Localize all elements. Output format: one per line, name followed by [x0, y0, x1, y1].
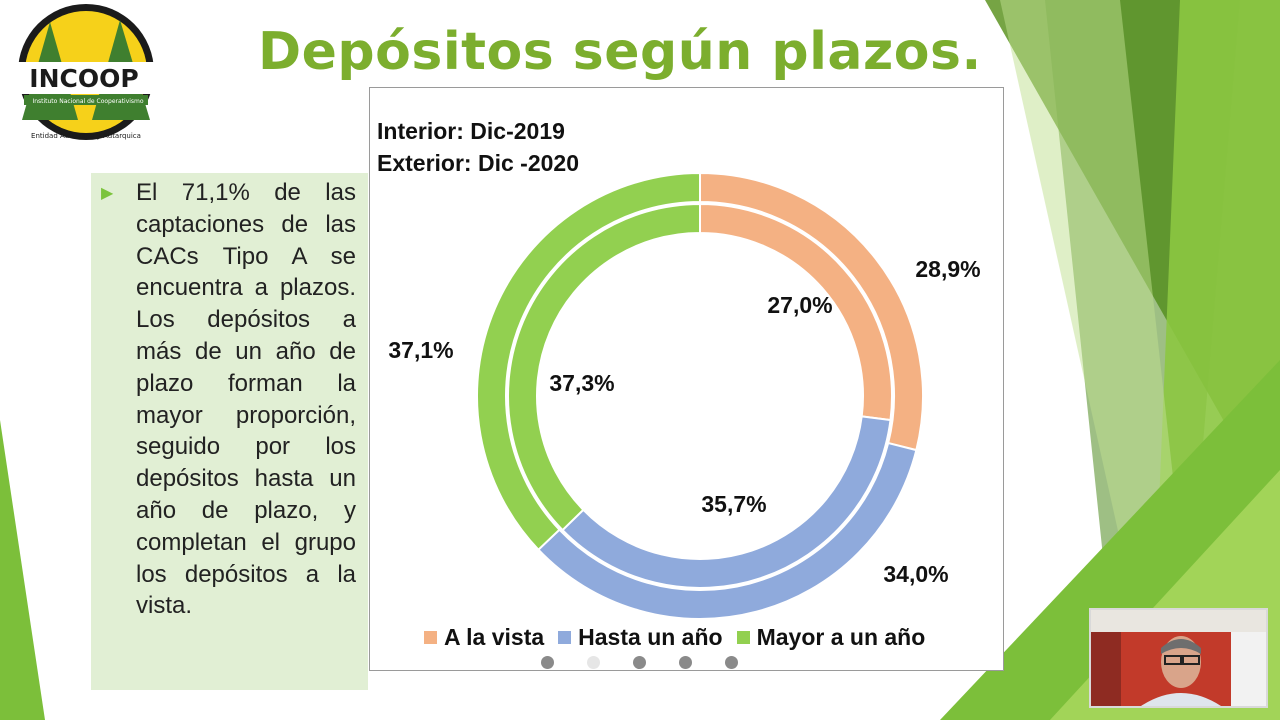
dot-icon[interactable]	[587, 656, 600, 669]
logo-subtitle: Instituto Nacional de Cooperativismo	[32, 98, 143, 105]
summary-text: El 71,1% de las captaciones de las CACs …	[136, 179, 356, 620]
legend-swatch	[424, 631, 437, 644]
data-label-outer-2: 37,1%	[388, 337, 453, 363]
legend-label: Hasta un año	[578, 624, 723, 650]
legend-label: A la vista	[444, 624, 545, 650]
legend-swatch	[736, 631, 750, 644]
chart-note-exterior: Exterior: Dic -2020	[377, 150, 579, 176]
right-triangle-icon: ▶	[101, 185, 114, 202]
presenter-video-icon	[1091, 610, 1266, 706]
logo-tagline: Entidad Autotoma y Autarquica	[31, 132, 141, 140]
data-label-inner-2: 37,3%	[549, 370, 614, 396]
dot-icon[interactable]	[633, 656, 646, 669]
donut-slice-inner-2	[507, 202, 701, 532]
bullet-item: ▶ El 71,1% de las captaciones de las CAC…	[101, 177, 356, 622]
data-label-inner-1: 35,7%	[701, 491, 766, 517]
data-label-inner-0: 27,0%	[767, 292, 832, 318]
legend-swatch	[558, 631, 572, 644]
chart-legend: A la vista Hasta un año Mayor a un año	[424, 624, 939, 651]
data-label-outer-1: 34,0%	[883, 561, 948, 587]
dot-icon[interactable]	[541, 656, 554, 669]
webcam-thumbnail[interactable]	[1089, 608, 1268, 708]
summary-text-box: ▶ El 71,1% de las captaciones de las CAC…	[91, 173, 368, 690]
slide-title: Depósitos según plazos.	[258, 22, 982, 82]
dot-icon[interactable]	[725, 656, 738, 669]
dot-icon[interactable]	[679, 656, 692, 669]
legend-item-a-la-vista: A la vista	[424, 624, 544, 651]
chart-note-interior: Interior: Dic-2019	[377, 118, 565, 144]
legend-item-mayor-a-un-ano: Mayor a un año	[736, 624, 926, 651]
legend-item-hasta-un-ano: Hasta un año	[558, 624, 723, 651]
logo-text: INCOOP	[29, 64, 138, 93]
incoop-logo: INCOOP Instituto Nacional de Cooperativi…	[10, 4, 158, 140]
slide-navigation[interactable]	[541, 656, 771, 669]
data-label-outer-0: 28,9%	[915, 256, 980, 282]
donut-slice-outer-2	[476, 171, 701, 552]
legend-label: Mayor a un año	[756, 624, 926, 650]
